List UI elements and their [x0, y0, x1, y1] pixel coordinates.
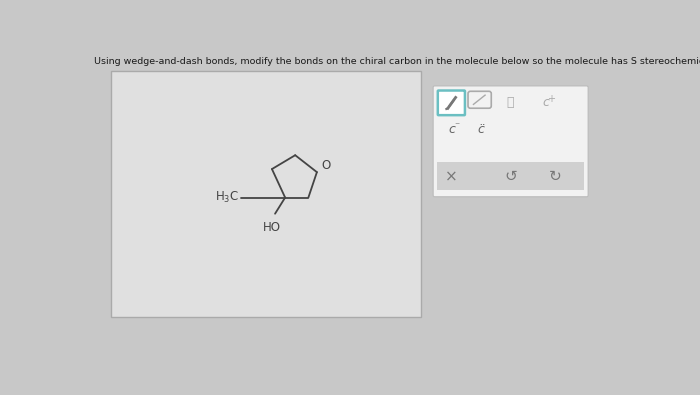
Text: c̈: c̈ — [478, 123, 484, 136]
Bar — [437, 162, 584, 190]
Text: ↻: ↻ — [549, 169, 561, 184]
Text: c: c — [542, 96, 549, 109]
Text: ✋: ✋ — [506, 96, 514, 109]
Text: +: + — [547, 94, 555, 104]
Bar — [111, 70, 421, 317]
Text: ↺: ↺ — [504, 169, 517, 184]
Text: Using wedge-and-dash bonds, modify the bonds on the chiral carbon in the molecul: Using wedge-and-dash bonds, modify the b… — [94, 56, 700, 66]
FancyBboxPatch shape — [433, 86, 588, 197]
Text: c: c — [448, 123, 455, 136]
Text: ×: × — [445, 169, 458, 184]
Text: HO: HO — [263, 222, 281, 234]
Text: O: O — [321, 160, 331, 173]
Text: H$_3$C: H$_3$C — [214, 190, 239, 205]
FancyBboxPatch shape — [438, 90, 465, 115]
Text: ⁻: ⁻ — [454, 121, 460, 131]
